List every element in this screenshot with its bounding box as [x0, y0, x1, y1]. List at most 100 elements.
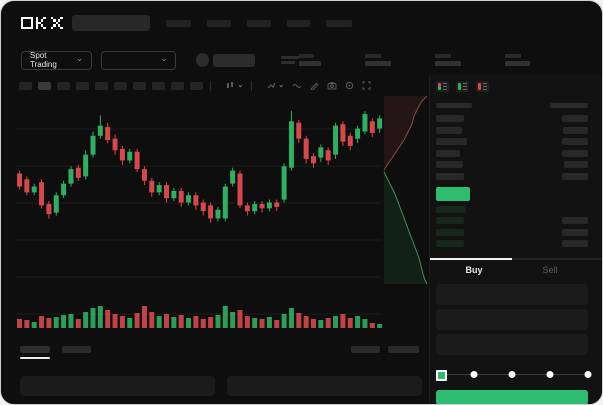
pair-name-placeholder[interactable]	[213, 53, 255, 67]
camera-icon	[327, 82, 337, 90]
candle-type-dropdown[interactable]: ⌄	[226, 79, 244, 90]
tab-sell[interactable]: Sell	[542, 264, 558, 275]
coin-icon	[196, 53, 210, 67]
slider-step-dot[interactable]	[508, 370, 516, 378]
interval-button[interactable]	[95, 81, 108, 90]
wave-icon	[292, 83, 302, 89]
interval-button[interactable]	[57, 81, 70, 90]
draw-tool-button[interactable]	[310, 81, 319, 90]
bid-amount-placeholder	[562, 228, 588, 236]
market-bar: Spot Trading ⌄ ⌄	[1, 45, 602, 75]
bid-row[interactable]	[436, 217, 588, 225]
order-input-field[interactable]	[436, 333, 588, 355]
stat-group	[365, 54, 391, 66]
ask-row[interactable]	[436, 126, 588, 134]
tab-buy[interactable]: Buy	[430, 257, 512, 277]
nav-item[interactable]	[286, 19, 310, 27]
price-lines-placeholder	[281, 56, 299, 64]
pair-dropdown[interactable]: ⌄	[100, 50, 177, 70]
bid-row[interactable]	[436, 228, 588, 236]
fullscreen-button[interactable]	[362, 81, 371, 90]
toolbar-divider	[250, 80, 252, 91]
ask-row[interactable]	[436, 161, 588, 169]
bid-amount-placeholder	[562, 217, 588, 225]
chart-bottom-actions	[351, 346, 419, 353]
stat-label-placeholder	[435, 54, 451, 58]
ask-row[interactable]	[436, 149, 588, 157]
interval-button[interactable]	[19, 81, 32, 90]
screenshot-button[interactable]	[327, 81, 337, 90]
chevron-down-icon: ⌄	[237, 79, 244, 89]
ask-amount-placeholder	[562, 172, 588, 180]
nav-item[interactable]	[206, 19, 231, 27]
ask-amount-placeholder	[564, 161, 588, 169]
bottom-panel-right[interactable]	[227, 376, 422, 396]
nav-item[interactable]	[325, 19, 352, 27]
ticker-stats	[299, 54, 530, 66]
interval-button[interactable]	[114, 81, 127, 90]
nav-menu	[165, 19, 352, 27]
chart-settings-button[interactable]	[345, 81, 354, 90]
chart-toolbar: ⌄ ⌄	[1, 75, 429, 96]
bid-price-placeholder	[436, 205, 466, 213]
interval-button[interactable]	[38, 81, 51, 90]
order-input-field[interactable]	[436, 308, 588, 330]
ask-row[interactable]	[436, 115, 588, 122]
amount-slider[interactable]	[436, 368, 592, 381]
logo-letter-O	[21, 17, 33, 29]
orderbook-view-combined-icon[interactable]	[436, 81, 449, 92]
ask-price-placeholder	[436, 115, 464, 122]
search-input[interactable]	[71, 15, 150, 31]
asks-list	[436, 115, 588, 185]
ask-row[interactable]	[436, 138, 588, 146]
interval-button[interactable]	[152, 81, 165, 90]
orderbook-header	[436, 103, 588, 108]
slider-handle[interactable]	[436, 369, 447, 381]
chart-tab[interactable]	[62, 346, 91, 353]
logo-letter-X	[50, 17, 63, 29]
interval-button[interactable]	[76, 81, 89, 90]
fullscreen-icon	[362, 81, 371, 90]
slider-step-dot[interactable]	[470, 370, 478, 378]
stat-value-placeholder	[505, 61, 530, 66]
bottom-panels	[1, 364, 429, 396]
price-column-header	[436, 103, 472, 108]
orderbook-view-toggles	[436, 78, 588, 95]
logo-letter-K	[35, 17, 48, 29]
interval-button[interactable]	[133, 81, 146, 90]
last-price-badge[interactable]	[436, 186, 470, 201]
stat-label-placeholder	[505, 54, 521, 58]
wave-tool-button[interactable]	[292, 81, 302, 90]
interval-button[interactable]	[190, 81, 203, 90]
market-type-dropdown[interactable]: Spot Trading ⌄	[21, 50, 92, 70]
bid-amount-placeholder	[562, 240, 588, 248]
chart-bottom-tabs	[1, 344, 429, 364]
candlestick-chart[interactable]	[1, 96, 429, 344]
bid-row[interactable]	[436, 205, 588, 213]
nav-item[interactable]	[165, 19, 191, 27]
stat-value-placeholder	[299, 61, 321, 66]
stat-value-placeholder	[435, 61, 461, 66]
ask-amount-placeholder	[562, 115, 588, 122]
bottom-action-button[interactable]	[388, 346, 419, 353]
ask-price-placeholder	[436, 172, 464, 180]
orderbook-view-asks-only-icon[interactable]	[476, 81, 489, 92]
chart-section: ⌄ ⌄	[1, 75, 429, 404]
bid-price-placeholder	[436, 228, 464, 236]
ask-row[interactable]	[436, 172, 588, 180]
orderbook-view-bids-only-icon[interactable]	[456, 81, 469, 92]
slider-step-dot[interactable]	[546, 370, 554, 378]
slider-step-dot[interactable]	[584, 370, 592, 378]
interval-button[interactable]	[171, 81, 184, 90]
bottom-panel-left[interactable]	[20, 376, 215, 396]
bid-row[interactable]	[436, 240, 588, 248]
bid-price-placeholder	[436, 217, 464, 225]
bottom-action-button[interactable]	[351, 346, 380, 353]
buy-submit-button[interactable]	[436, 389, 588, 404]
line-style-dropdown[interactable]: ⌄	[267, 80, 284, 90]
chart-tab-active[interactable]	[20, 346, 50, 359]
order-input-field[interactable]	[436, 283, 588, 305]
order-book-panel: Buy Sell	[429, 75, 602, 404]
nav-item[interactable]	[246, 19, 271, 27]
